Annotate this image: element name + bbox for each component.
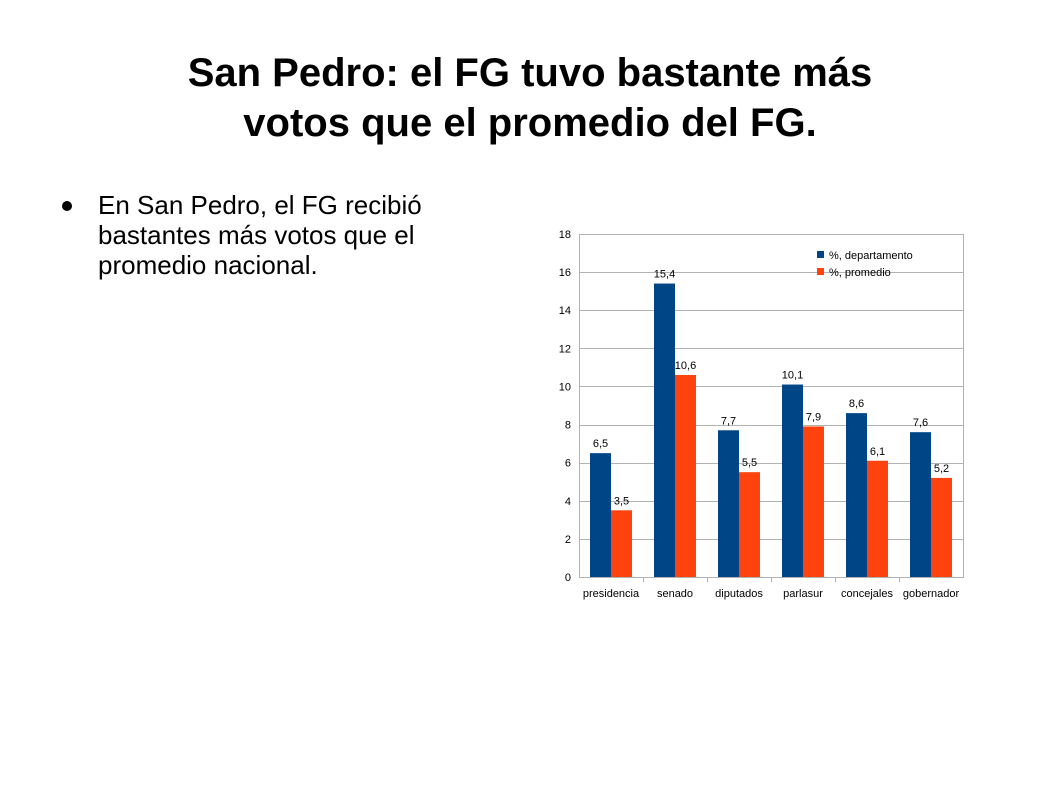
bar-departamento [782,384,803,577]
data-label: 10,6 [675,360,696,372]
x-category-label: presidencia [583,588,640,600]
y-tick-label: 10 [559,381,571,393]
data-label: 5,2 [934,463,949,475]
bullet-dot-icon [62,201,72,211]
x-category-label: diputados [715,588,763,600]
y-tick-label: 14 [559,305,571,317]
x-category-label: senado [657,588,693,600]
data-label: 10,1 [782,370,803,382]
bullet-item: En San Pedro, el FG recibió bastantes má… [62,190,442,280]
bullet-list: En San Pedro, el FG recibió bastantes má… [62,190,442,280]
x-category-label: parlasur [783,588,823,600]
data-label: 5,5 [742,457,757,469]
legend-label: %, promedio [829,267,891,279]
data-label: 7,9 [806,411,821,423]
data-label: 8,6 [849,398,864,410]
x-category-label: gobernador [903,588,960,600]
y-tick-label: 6 [565,458,571,470]
slide-title-line-2: votos que el promedio del FG. [243,101,817,145]
bar-promedio [739,472,760,577]
bullet-text: En San Pedro, el FG recibió bastantes má… [98,190,422,280]
y-tick-label: 0 [565,572,571,584]
slide-title-line-1: San Pedro: el FG tuvo bastante más [187,51,873,95]
plot-area-frame [579,234,964,578]
bar-promedio [675,375,696,577]
y-tick-label: 4 [565,496,571,508]
bar-promedio [867,460,888,577]
data-label: 6,1 [870,446,885,458]
bar-departamento [654,283,675,577]
bar-departamento [910,432,931,577]
bar-promedio [611,510,632,577]
data-label: 15,4 [654,269,675,281]
bar-promedio [803,426,824,577]
legend-swatch-promedio [817,268,824,275]
bar-departamento [718,430,739,577]
data-label: 7,6 [913,417,928,429]
data-label: 7,7 [721,415,736,427]
x-category-label: concejales [841,588,893,600]
bar-promedio [931,477,952,577]
y-tick-label: 12 [559,343,571,355]
y-tick-label: 2 [565,534,571,546]
data-label: 6,5 [593,438,608,450]
legend-swatch-departamento [817,251,824,258]
legend-label: %, departamento [829,250,913,262]
data-label: 3,5 [614,495,629,507]
bar-departamento [846,413,867,577]
y-tick-label: 18 [559,229,571,241]
slide-title: San Pedro: el FG tuvo bastante más votos… [60,48,1000,148]
y-tick-label: 8 [565,420,571,432]
bar-departamento [590,453,611,577]
y-tick-label: 16 [559,267,571,279]
